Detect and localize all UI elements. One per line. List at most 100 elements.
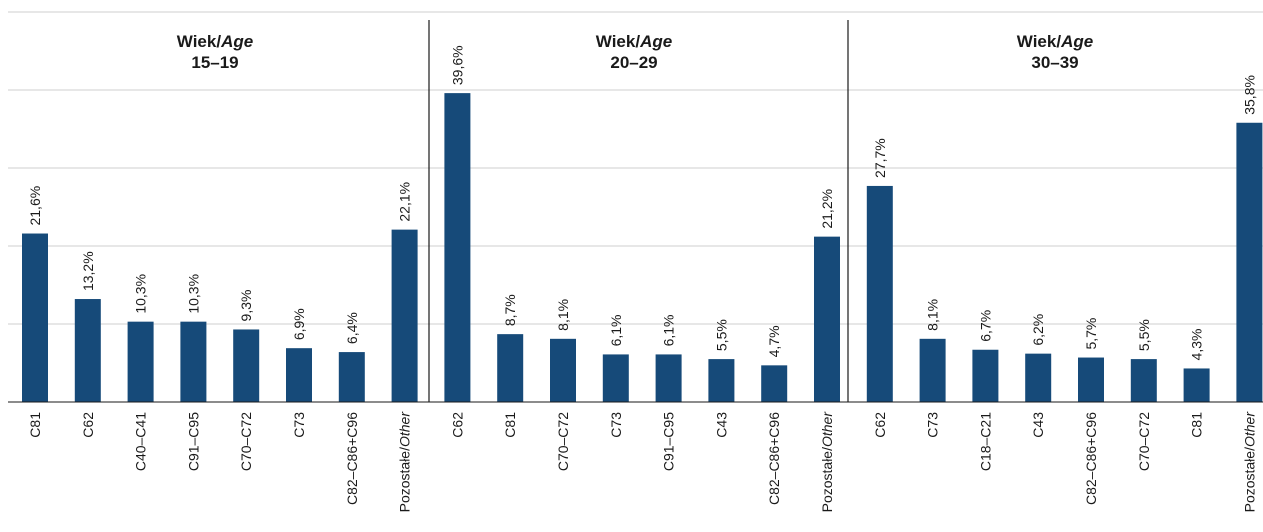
bar-value-label: 35,8% bbox=[1241, 75, 1257, 115]
bar bbox=[1183, 368, 1210, 402]
bar bbox=[497, 334, 524, 402]
bar bbox=[233, 329, 260, 402]
bar-value-label: 6,2% bbox=[1030, 314, 1046, 346]
panel-title-italic: Age bbox=[220, 32, 253, 51]
panel-age-range: 30–39 bbox=[1031, 53, 1078, 72]
bar bbox=[1078, 357, 1104, 402]
category-code: C82–C86+C96 bbox=[766, 412, 782, 505]
category-code: C40–C41 bbox=[133, 412, 149, 471]
category-label: C81 bbox=[1189, 412, 1205, 438]
bar bbox=[391, 229, 418, 402]
category-code: C62 bbox=[80, 412, 96, 438]
bar-value-label: 10,3% bbox=[133, 274, 149, 314]
category-code: Pozostałe/ bbox=[397, 447, 413, 512]
category-code: C62 bbox=[449, 412, 465, 438]
panel-title-prefix: Wiek/ bbox=[596, 32, 641, 51]
category-code: C18–C21 bbox=[977, 412, 993, 471]
category-label: C70–C72 bbox=[555, 412, 571, 471]
category-code: C73 bbox=[925, 412, 941, 438]
bar-value-label: 4,3% bbox=[1189, 329, 1205, 361]
gridlines bbox=[8, 11, 1263, 325]
category-code: C82–C86+C96 bbox=[344, 412, 360, 505]
bar-value-label: 8,7% bbox=[502, 294, 518, 326]
bar bbox=[550, 338, 576, 402]
bar bbox=[708, 359, 735, 402]
bar bbox=[972, 349, 999, 402]
bar bbox=[814, 236, 840, 402]
bar bbox=[74, 299, 101, 402]
category-label: C40–C41 bbox=[133, 412, 149, 471]
bar-value-label: 5,5% bbox=[1136, 319, 1152, 351]
bar-value-label: 8,1% bbox=[925, 299, 941, 331]
category-code: C73 bbox=[608, 412, 624, 438]
bar bbox=[866, 185, 893, 402]
panel-age-range: 15–19 bbox=[191, 53, 238, 72]
bar-value-label: 5,7% bbox=[1083, 318, 1099, 350]
category-label: C62 bbox=[80, 412, 96, 438]
panel-titles: Wiek/Age 15–19 Wiek/Age 20–29 Wiek/Age 30–39 bbox=[177, 32, 1093, 72]
category-label: Pozostałe/Other bbox=[819, 411, 835, 513]
category-labels: C81 C62 C40–C41 C91–C95 C70–C72 C73 C82–C86+C9… bbox=[27, 411, 1257, 513]
bar-value-label: 27,7% bbox=[872, 138, 888, 178]
category-label: C62 bbox=[449, 412, 465, 438]
category-code: C81 bbox=[502, 412, 518, 438]
category-label: C18–C21 bbox=[977, 412, 993, 471]
bar bbox=[655, 354, 682, 402]
bar bbox=[602, 354, 629, 402]
bar-value-label: 8,1% bbox=[555, 299, 571, 331]
category-label: C91–C95 bbox=[661, 412, 677, 471]
bar-value-label: 6,7% bbox=[977, 310, 993, 342]
category-label: C70–C72 bbox=[238, 412, 254, 471]
bar bbox=[180, 321, 207, 402]
bar bbox=[1025, 353, 1052, 402]
panel-title-prefix: Wiek/ bbox=[177, 32, 222, 51]
category-label: C82–C86+C96 bbox=[1083, 412, 1099, 505]
category-label: Pozostałe/Other bbox=[397, 411, 413, 513]
bar bbox=[127, 321, 154, 402]
category-code: C91–C95 bbox=[185, 412, 201, 471]
bar-value-label: 21,2% bbox=[819, 189, 835, 229]
bar bbox=[919, 338, 946, 402]
category-label: C91–C95 bbox=[185, 412, 201, 471]
category-code: C43 bbox=[1030, 412, 1046, 438]
category-code: C81 bbox=[27, 412, 43, 438]
category-label: C81 bbox=[27, 412, 43, 438]
category-code: C43 bbox=[713, 412, 729, 438]
category-italic: Other bbox=[819, 411, 835, 447]
panel-title: Wiek/Age bbox=[596, 32, 672, 51]
category-label: C81 bbox=[502, 412, 518, 438]
category-label: C43 bbox=[713, 412, 729, 438]
bar-value-label: 22,1% bbox=[397, 182, 413, 222]
bar-value-label: 10,3% bbox=[185, 274, 201, 314]
bar bbox=[286, 348, 312, 402]
category-label: C70–C72 bbox=[1136, 412, 1152, 471]
category-italic: Other bbox=[397, 411, 413, 447]
bar bbox=[1130, 359, 1157, 402]
category-label: C62 bbox=[872, 412, 888, 438]
category-code: C82–C86+C96 bbox=[1083, 412, 1099, 505]
category-label: C43 bbox=[1030, 412, 1046, 438]
category-code: C91–C95 bbox=[661, 412, 677, 471]
bar bbox=[338, 352, 365, 402]
bar bbox=[761, 365, 788, 402]
bar-value-label: 4,7% bbox=[766, 325, 782, 357]
bar-value-label: 6,1% bbox=[608, 314, 624, 346]
category-label: C73 bbox=[291, 412, 307, 438]
category-code: C62 bbox=[872, 412, 888, 438]
panel-title-italic: Age bbox=[639, 32, 672, 51]
category-code: Pozostałe/ bbox=[819, 447, 835, 512]
bar bbox=[444, 93, 471, 403]
bars bbox=[22, 93, 1263, 403]
value-labels: 21,6% 13,2% 10,3% 10,3% 9,3% 6,9% 6,4% 22,1% 39,… bbox=[27, 45, 1257, 360]
category-label: Pozostałe/Other bbox=[1241, 411, 1257, 513]
category-code: C70–C72 bbox=[1136, 412, 1152, 471]
bar-value-label: 39,6% bbox=[449, 45, 465, 85]
category-label: C82–C86+C96 bbox=[344, 412, 360, 505]
bar-value-label: 5,5% bbox=[713, 319, 729, 351]
bar bbox=[1236, 122, 1263, 402]
panel-title-prefix: Wiek/ bbox=[1017, 32, 1062, 51]
category-label: C73 bbox=[608, 412, 624, 438]
panel-title: Wiek/Age bbox=[1017, 32, 1093, 51]
category-code: C70–C72 bbox=[238, 412, 254, 471]
